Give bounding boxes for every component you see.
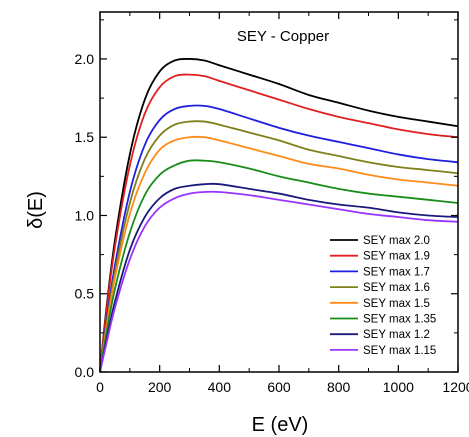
y-tick-label: 1.0 <box>75 207 95 223</box>
x-tick-label: 800 <box>327 379 351 395</box>
series-line-4 <box>99 135 459 373</box>
x-tick-label: 1000 <box>383 379 414 395</box>
series-line-3 <box>99 120 459 373</box>
series-line-2 <box>99 104 459 373</box>
series-line-0 <box>99 58 459 373</box>
y-tick-label: 2.0 <box>75 51 95 67</box>
legend-label-5: SEY max 1.35 <box>363 314 436 326</box>
legend-label-3: SEY max 1.6 <box>363 282 430 294</box>
x-tick-label: 600 <box>267 379 291 395</box>
y-axis-label: δ(E) <box>25 191 47 229</box>
legend-label-0: SEY max 2.0 <box>363 235 430 247</box>
y-tick-label: 0.5 <box>75 286 95 302</box>
legend-label-7: SEY max 1.15 <box>363 345 436 357</box>
series-line-7 <box>99 190 459 373</box>
legend-label-4: SEY max 1.5 <box>363 298 430 310</box>
series-line-5 <box>99 159 459 373</box>
x-tick-label: 200 <box>148 379 172 395</box>
y-tick-label: 0.0 <box>75 364 95 380</box>
chart-title: SEY - Copper <box>237 28 329 45</box>
series-lines <box>99 58 459 373</box>
series-line-1 <box>99 73 459 373</box>
x-axis-label: E (eV) <box>252 414 309 436</box>
legend: SEY max 2.0 SEY max 1.9 SEY max 1.7 SEY max… <box>330 235 436 357</box>
y-tick-label: 1.5 <box>75 129 95 145</box>
x-tick-label: 0 <box>96 379 104 395</box>
x-tick-label: 400 <box>208 379 232 395</box>
legend-label-2: SEY max 1.7 <box>363 266 430 278</box>
legend-label-1: SEY max 1.9 <box>363 251 430 263</box>
series-line-6 <box>99 182 459 373</box>
y-axis: 0.0 0.5 1.0 1.5 2.0 <box>75 19 458 380</box>
legend-label-6: SEY max 1.2 <box>363 329 430 341</box>
